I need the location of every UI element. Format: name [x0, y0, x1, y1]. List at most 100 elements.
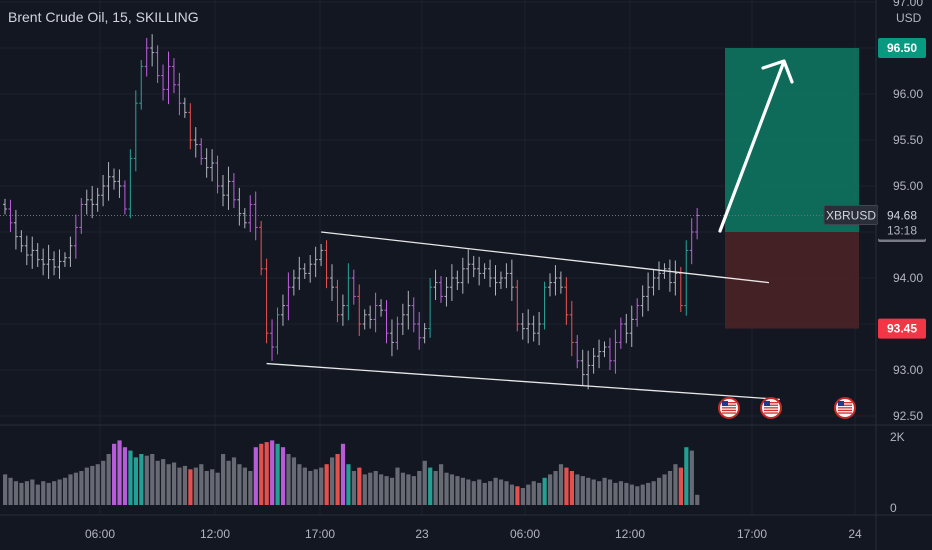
ohlc-bar	[117, 169, 122, 198]
ohlc-bar	[313, 246, 318, 278]
arrow-head	[761, 59, 794, 84]
ohlc-bar	[389, 319, 394, 357]
volume-bar	[482, 482, 487, 505]
volume-bar	[319, 467, 324, 505]
ohlc-bar	[411, 297, 416, 333]
ohlc-bar	[597, 339, 602, 369]
position-zones[interactable]	[0, 48, 876, 329]
ohlc-bar	[302, 263, 307, 279]
ohlc-bar	[166, 51, 171, 105]
ohlc-bar	[564, 277, 569, 325]
ohlc-bar	[155, 45, 160, 83]
ohlc-bar	[215, 155, 220, 194]
ohlc-bar	[373, 292, 378, 333]
volume-bar	[62, 477, 68, 505]
volume-bar	[531, 481, 536, 505]
ohlc-bars[interactable]	[3, 34, 700, 390]
volume-bar	[330, 457, 335, 505]
price-tick: 93.00	[893, 363, 923, 377]
volume-bar	[509, 484, 515, 505]
ohlc-bar	[509, 259, 514, 301]
chart-title[interactable]: Brent Crude Oil, 15, SKILLING	[8, 9, 199, 25]
volume-bar	[422, 460, 427, 505]
volume-bar	[90, 465, 95, 505]
volume-bar	[673, 464, 678, 505]
time-tick: 06:00	[510, 527, 540, 541]
volume-bar	[624, 482, 629, 505]
arrow-shaft	[718, 62, 785, 233]
volume-bar	[667, 471, 673, 505]
flag-stripe	[838, 402, 852, 404]
ohlc-bar	[161, 64, 166, 101]
flag-stripe	[838, 409, 852, 412]
flag-canton	[722, 401, 728, 406]
ohlc-bar	[657, 261, 661, 290]
volume-bar	[248, 471, 253, 505]
price-tick: 96.00	[893, 87, 923, 101]
volume-bar	[368, 472, 373, 505]
price-tick: 97.00	[893, 0, 923, 9]
volume-bar	[139, 454, 144, 505]
volume-bar	[433, 471, 438, 505]
flag-stripe	[838, 412, 852, 414]
volume-bar	[602, 477, 607, 505]
ohlc-bar	[618, 317, 623, 349]
ohlc-bar	[537, 312, 542, 346]
ohlc-bar	[335, 279, 340, 323]
volume-bar	[150, 454, 155, 505]
ohlc-bar	[395, 316, 400, 350]
volume-bar	[346, 464, 351, 505]
ohlc-bar	[602, 341, 607, 358]
volume-bar	[95, 464, 100, 505]
volume-bar	[657, 477, 662, 505]
time-axis[interactable]: 06:00 12:00 17:00 23 06:00 12:00 17:00 24	[85, 527, 862, 541]
volume-bar	[226, 460, 231, 505]
volume-bar	[171, 462, 177, 505]
ohlc-bar	[406, 290, 411, 330]
ohlc-bar	[684, 240, 689, 316]
volume-bar	[117, 440, 122, 505]
trendlines[interactable]	[266, 59, 794, 401]
ohlc-bar	[286, 272, 291, 321]
ohlc-bar	[357, 284, 362, 336]
ohlc-bar	[248, 195, 253, 232]
flag-stripe	[838, 404, 852, 406]
ohlc-bar	[586, 350, 591, 390]
volume-bar	[460, 477, 465, 505]
ohlc-bar	[493, 265, 498, 296]
volume-bar	[504, 481, 509, 505]
us-flag-icon[interactable]	[718, 397, 740, 419]
volume-bar	[417, 471, 422, 505]
ohlc-bar	[242, 208, 247, 229]
ohlc-bar	[62, 252, 67, 267]
ohlc-bar	[498, 271, 503, 290]
volume-bar	[400, 472, 406, 505]
volume-bar	[79, 471, 84, 505]
ohlc-bar	[193, 127, 198, 158]
time-tick: 24	[848, 527, 862, 541]
volume-bar	[662, 474, 667, 505]
ohlc-bar	[280, 294, 285, 326]
ohlc-bar	[340, 294, 345, 326]
volume-bar	[57, 479, 62, 505]
ohlc-bar	[439, 276, 443, 303]
volume-bar	[182, 465, 188, 505]
volume-bar	[128, 450, 133, 505]
label-bg	[878, 318, 926, 339]
ohlc-bar	[651, 269, 656, 296]
ohlc-bar	[526, 309, 531, 344]
ohlc-bar	[384, 300, 389, 344]
ohlc-bar	[689, 218, 694, 265]
volume-bar	[629, 484, 634, 505]
volume-bar	[591, 479, 596, 505]
ohlc-bar	[449, 264, 454, 301]
ohlc-bar	[41, 248, 46, 276]
us-flag-icon[interactable]	[834, 397, 856, 419]
volume-bar	[684, 447, 689, 505]
flag-stripe	[722, 402, 736, 404]
event-markers[interactable]	[718, 397, 856, 419]
us-flag-icon[interactable]	[760, 397, 782, 419]
flag-stripe	[764, 402, 778, 404]
ohlc-bar	[531, 315, 536, 342]
